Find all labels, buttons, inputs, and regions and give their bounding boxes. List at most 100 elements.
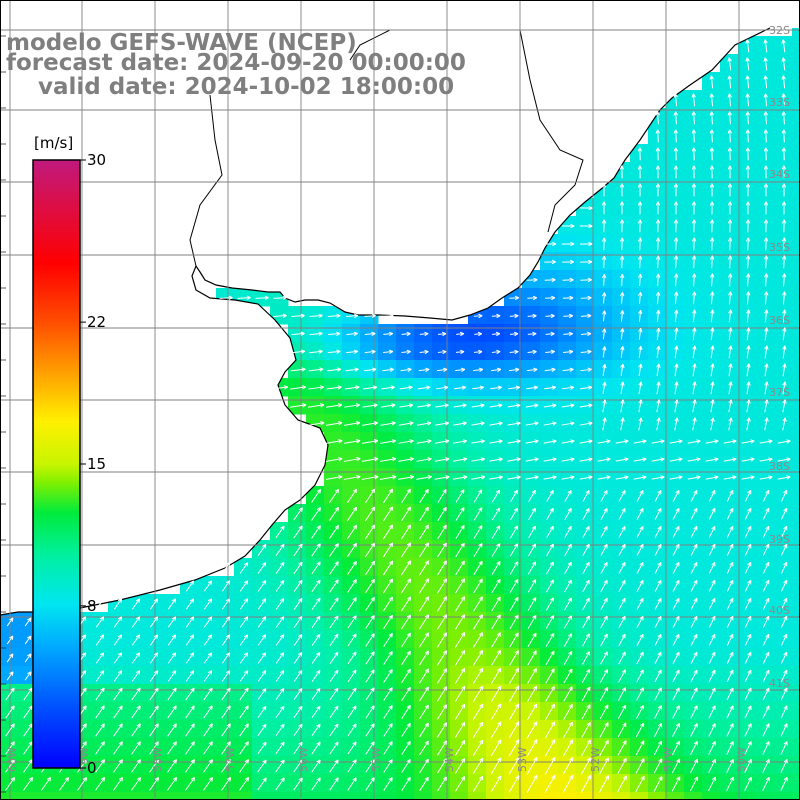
field-cell bbox=[792, 774, 800, 793]
field-cell bbox=[738, 72, 757, 91]
field-cell bbox=[702, 648, 721, 667]
field-cell bbox=[522, 792, 541, 800]
field-cell bbox=[324, 792, 343, 800]
field-cell bbox=[666, 144, 685, 163]
field-cell bbox=[162, 774, 181, 793]
field-cell bbox=[90, 630, 109, 649]
field-cell bbox=[108, 702, 127, 721]
field-cell bbox=[648, 234, 667, 253]
field-cell bbox=[432, 774, 451, 793]
lat-label: 32S bbox=[769, 24, 790, 37]
field-cell bbox=[216, 702, 235, 721]
field-cell bbox=[432, 666, 451, 685]
field-cell bbox=[450, 360, 469, 379]
field-cell bbox=[90, 774, 109, 793]
field-cell bbox=[666, 720, 685, 739]
field-cell bbox=[702, 216, 721, 235]
field-cell bbox=[234, 612, 253, 631]
field-cell bbox=[180, 648, 199, 667]
field-cell bbox=[90, 720, 109, 739]
field-cell bbox=[792, 234, 800, 253]
field-cell bbox=[54, 738, 73, 757]
field-cell bbox=[576, 684, 595, 703]
field-cell bbox=[684, 198, 703, 217]
field-cell bbox=[432, 684, 451, 703]
field-cell bbox=[486, 486, 505, 505]
field-cell bbox=[306, 558, 325, 577]
field-cell bbox=[630, 216, 649, 235]
field-cell bbox=[90, 702, 109, 721]
field-cell bbox=[180, 702, 199, 721]
field-cell bbox=[360, 792, 379, 800]
field-cell bbox=[738, 54, 757, 73]
field-cell bbox=[630, 630, 649, 649]
field-cell bbox=[522, 612, 541, 631]
field-cell bbox=[720, 792, 739, 800]
field-cell bbox=[378, 558, 397, 577]
field-cell bbox=[144, 792, 163, 800]
field-cell bbox=[558, 504, 577, 523]
field-cell bbox=[342, 576, 361, 595]
field-cell bbox=[36, 630, 55, 649]
field-cell bbox=[432, 324, 451, 343]
field-cell bbox=[720, 234, 739, 253]
field-cell bbox=[252, 738, 271, 757]
lat-label: 36S bbox=[769, 314, 790, 327]
field-cell bbox=[306, 792, 325, 800]
field-cell bbox=[666, 576, 685, 595]
field-cell bbox=[252, 774, 271, 793]
field-cell bbox=[576, 522, 595, 541]
field-cell bbox=[792, 270, 800, 289]
field-cell bbox=[738, 612, 757, 631]
field-cell bbox=[126, 684, 145, 703]
field-cell bbox=[612, 702, 631, 721]
field-cell bbox=[702, 576, 721, 595]
field-cell bbox=[738, 486, 757, 505]
field-cell bbox=[270, 738, 289, 757]
field-cell bbox=[108, 774, 127, 793]
field-cell bbox=[18, 720, 37, 739]
field-cell bbox=[216, 594, 235, 613]
field-cell bbox=[378, 486, 397, 505]
field-cell bbox=[792, 54, 800, 73]
field-cell bbox=[612, 666, 631, 685]
field-cell bbox=[396, 648, 415, 667]
field-cell bbox=[540, 792, 559, 800]
field-cell bbox=[648, 594, 667, 613]
field-cell bbox=[342, 738, 361, 757]
field-cell bbox=[774, 504, 793, 523]
field-cell bbox=[648, 792, 667, 800]
field-cell bbox=[738, 594, 757, 613]
field-cell bbox=[666, 108, 685, 127]
field-cell bbox=[288, 792, 307, 800]
field-cell bbox=[792, 306, 800, 325]
field-cell bbox=[774, 756, 793, 775]
field-cell bbox=[306, 576, 325, 595]
field-cell bbox=[378, 774, 397, 793]
field-cell bbox=[594, 630, 613, 649]
field-cell bbox=[54, 756, 73, 775]
field-cell bbox=[774, 792, 793, 800]
field-cell bbox=[216, 612, 235, 631]
field-cell bbox=[216, 630, 235, 649]
field-cell bbox=[378, 792, 397, 800]
field-cell bbox=[666, 504, 685, 523]
field-cell bbox=[324, 738, 343, 757]
field-cell bbox=[432, 342, 451, 361]
field-cell bbox=[648, 504, 667, 523]
field-cell bbox=[684, 630, 703, 649]
field-cell bbox=[144, 720, 163, 739]
field-cell bbox=[54, 666, 73, 685]
field-cell bbox=[342, 612, 361, 631]
field-cell bbox=[738, 702, 757, 721]
field-cell bbox=[414, 576, 433, 595]
field-cell bbox=[702, 126, 721, 145]
field-cell bbox=[324, 666, 343, 685]
field-cell bbox=[666, 558, 685, 577]
field-cell bbox=[612, 540, 631, 559]
field-cell bbox=[612, 180, 631, 199]
field-cell bbox=[720, 540, 739, 559]
lon-label: 56W bbox=[297, 747, 310, 772]
field-cell bbox=[18, 774, 37, 793]
field-cell bbox=[774, 108, 793, 127]
